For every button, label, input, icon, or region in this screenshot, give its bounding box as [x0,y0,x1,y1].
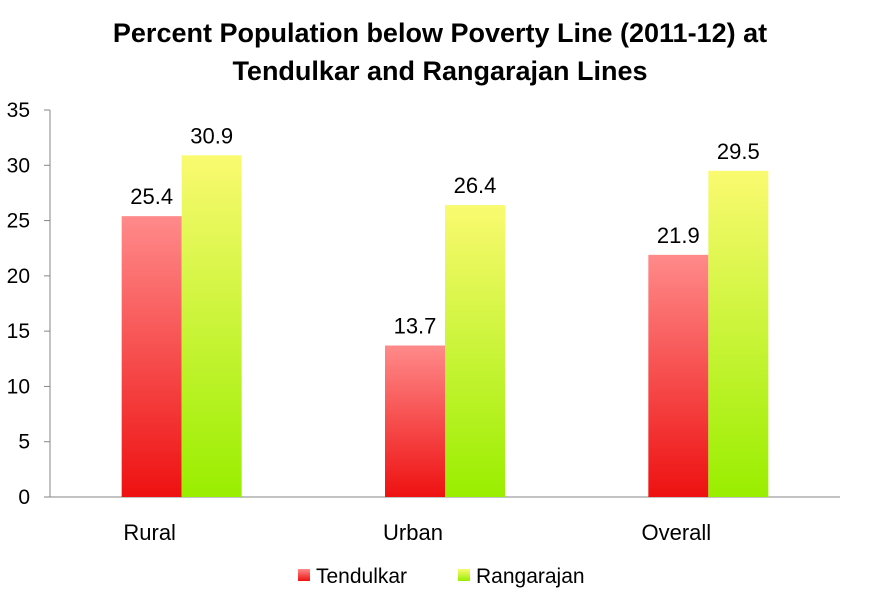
data-label: 13.7 [394,314,437,339]
chart-title-line-2: Tendulkar and Rangarajan Lines [232,56,647,86]
x-category-label: Urban [383,520,443,545]
legend: Tendulkar Rangarajan [298,565,585,588]
legend-label-tendulkar: Tendulkar [316,565,407,588]
data-label: 30.9 [190,123,233,148]
legend-label-rangarajan: Rangarajan [476,565,585,588]
y-tick-label: 30 [7,154,30,177]
y-tick-label: 25 [7,210,30,233]
y-tick-label: 5 [18,431,30,454]
x-category-label: Overall [641,520,711,545]
data-label: 26.4 [454,173,497,198]
y-axis-ticks: 0 5 10 15 20 25 30 35 [7,99,50,509]
data-label: 29.5 [717,139,760,164]
bar-tendulkar-overall [648,254,709,497]
y-tick-label: 10 [7,375,30,398]
x-axis-categories: Rural Urban Overall [123,520,711,545]
y-tick-label: 15 [7,320,30,343]
bar-tendulkar-urban [385,345,445,497]
chart-title-line-1: Percent Population below Poverty Line (2… [113,18,767,48]
x-category-label: Rural [123,520,176,545]
y-tick-label: 35 [7,99,30,122]
data-label: 21.9 [657,223,700,248]
bar-rangarajan-overall [708,170,769,498]
bar-rangarajan-rural [181,155,242,497]
y-tick-label: 20 [7,265,30,288]
y-tick-label: 0 [18,486,30,509]
legend-swatch-rangarajan [458,569,470,581]
data-label: 25.4 [130,184,173,209]
bars-group [121,155,769,498]
legend-swatch-tendulkar [298,569,310,581]
bar-tendulkar-rural [121,216,182,498]
data-labels-group: 25.4 30.9 13.7 26.4 21.9 29.5 [130,123,759,338]
bar-rangarajan-urban [445,205,505,497]
